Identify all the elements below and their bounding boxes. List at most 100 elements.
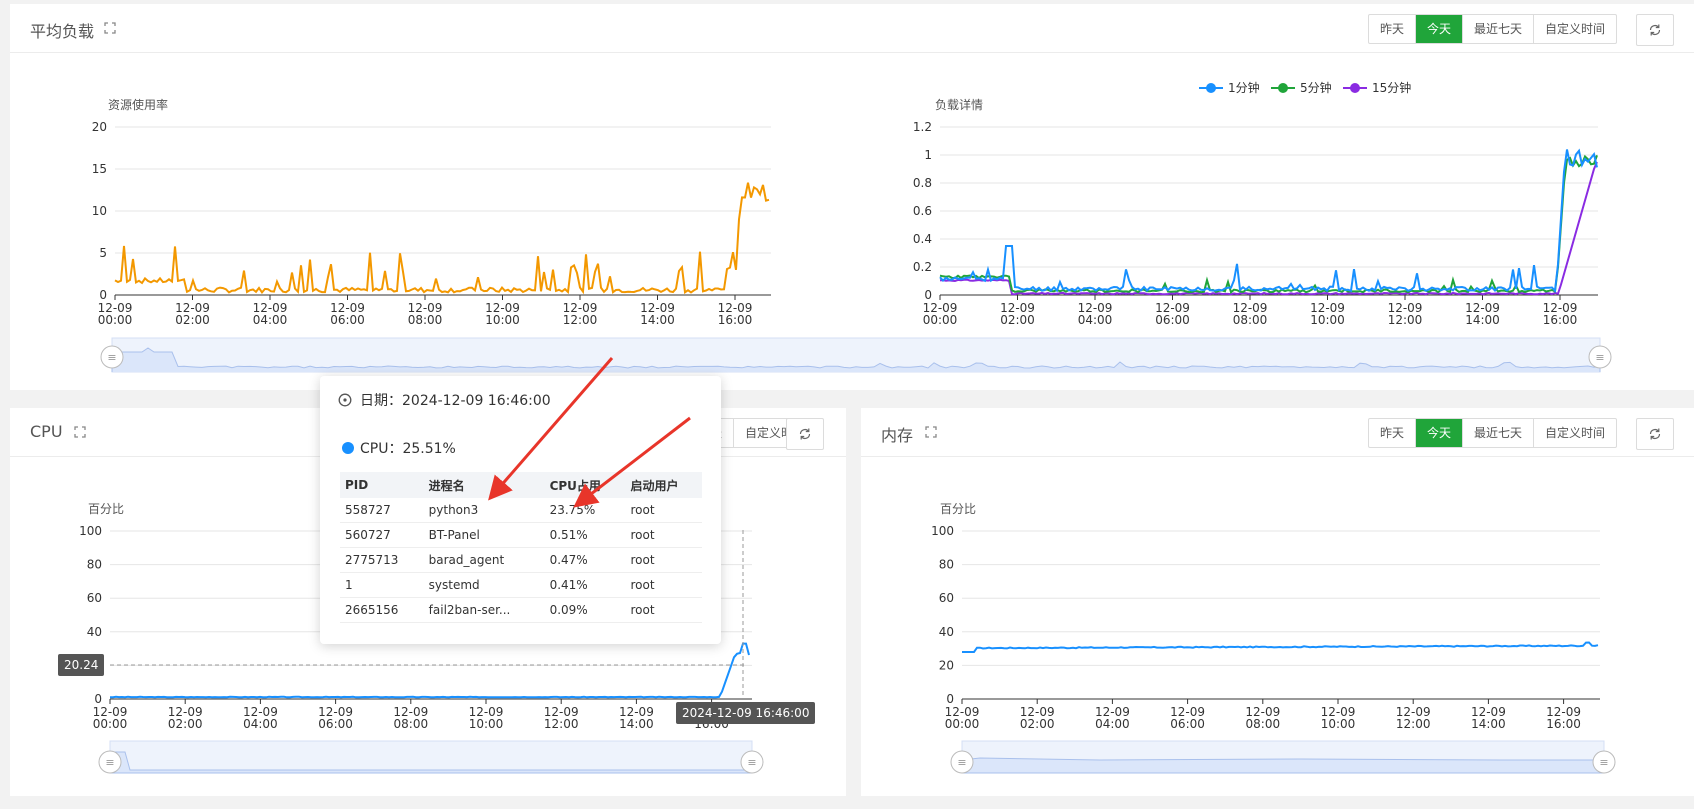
load-left-xtick-date: 12-09 bbox=[718, 301, 753, 315]
load-panel-title: 平均负载 bbox=[30, 22, 95, 41]
load-left-ytick: 15 bbox=[92, 162, 107, 176]
cell-cpu: 0.41% bbox=[544, 572, 626, 598]
load-left-ytick: 10 bbox=[92, 204, 107, 218]
load-right-ytick: 1 bbox=[924, 148, 932, 162]
btn-today[interactable]: 今天 bbox=[1416, 15, 1464, 43]
process-table: PID 进程名 CPU占用 启动用户 558727 python3 23.75% ro… bbox=[340, 472, 702, 623]
col-cpu-usage: CPU占用 bbox=[544, 472, 626, 498]
load-right-xtick-date: 12-09 bbox=[1310, 301, 1345, 315]
cpu-panel-title: CPU bbox=[30, 422, 63, 441]
load-right-ytick: 0.6 bbox=[913, 204, 932, 218]
load-right-xtick-date: 12-09 bbox=[1000, 301, 1035, 315]
load-left-xtick-date: 12-09 bbox=[408, 301, 443, 315]
btn-today[interactable]: 今天 bbox=[1416, 419, 1464, 447]
btn-yesterday[interactable]: 昨天 bbox=[1369, 15, 1417, 43]
load-right-ytick: 0.4 bbox=[913, 232, 932, 246]
refresh-button[interactable] bbox=[1636, 14, 1674, 46]
legend-5min[interactable]: 5分钟 bbox=[1271, 80, 1332, 95]
cell-name: python3 bbox=[423, 498, 545, 523]
cell-name: systemd bbox=[423, 572, 545, 598]
x-axis-pointer-label: 2024-12-09 16:46:00 bbox=[676, 702, 816, 724]
load-left-xtick-date: 12-09 bbox=[485, 301, 520, 315]
load-left-xtick-date: 12-09 bbox=[98, 301, 133, 315]
load-right-ylabel: 负载详情 bbox=[935, 97, 983, 112]
cell-pid: 2775713 bbox=[340, 547, 424, 573]
expand-icon[interactable] bbox=[104, 22, 116, 34]
svg-text:≡: ≡ bbox=[1595, 351, 1604, 364]
load-left-ylabel: 资源使用率 bbox=[108, 97, 168, 112]
load-left-ytick: 20 bbox=[92, 120, 107, 134]
cell-user: root bbox=[625, 597, 702, 623]
load-right-xtick-date: 12-09 bbox=[1155, 301, 1190, 315]
load-left-xtick-date: 12-09 bbox=[175, 301, 210, 315]
load-right-xtick-date: 12-09 bbox=[1388, 301, 1423, 315]
load-left-xtick-time: 00:00 bbox=[98, 313, 133, 327]
load-zoom-slider[interactable]: ≡ ≡ bbox=[100, 337, 1612, 373]
btn-custom-time[interactable]: 自定义时间 bbox=[1545, 426, 1606, 440]
col-process-name: 进程名 bbox=[423, 472, 545, 498]
cpu-tooltip: 日期：2024-12-09 16:46:00 CPU：25.51% PID 进程… bbox=[320, 376, 721, 644]
col-user: 启动用户 bbox=[625, 472, 702, 498]
cpu-dot-icon bbox=[342, 442, 354, 454]
tooltip-cpu-value: CPU：25.51% bbox=[360, 441, 456, 457]
btn-custom-time[interactable]: 自定义时间 bbox=[1545, 22, 1606, 36]
expand-icon[interactable] bbox=[925, 426, 937, 438]
zoom-handle-left[interactable]: ≡ bbox=[100, 345, 124, 369]
table-header-row: PID 进程名 CPU占用 启动用户 bbox=[340, 472, 702, 498]
load-left-xtick-time: 02:00 bbox=[175, 313, 210, 327]
load-right-xtick-date: 12-09 bbox=[1465, 301, 1500, 315]
memory-panel-header: 内存 昨天 今天 最近七天 自定义时间 bbox=[861, 408, 1694, 457]
legend-15min-label: 15分钟 bbox=[1372, 80, 1411, 95]
refresh-button[interactable] bbox=[786, 418, 824, 450]
load-panel-header: 平均负载 昨天 今天 最近七天 自定义时间 bbox=[10, 4, 1694, 53]
legend-1min-label: 1分钟 bbox=[1228, 80, 1260, 95]
zoom-handle-right[interactable]: ≡ bbox=[1588, 345, 1612, 369]
cell-user: root bbox=[625, 522, 702, 548]
cell-pid: 558727 bbox=[340, 498, 424, 523]
load-right-ytick: 0.8 bbox=[913, 176, 932, 190]
load-right-xtick-date: 12-09 bbox=[1078, 301, 1113, 315]
load-right-xtick-time: 12:00 bbox=[1388, 313, 1423, 327]
table-row: 2665156 fail2ban-ser... 0.09% root bbox=[340, 597, 702, 623]
load-panel: 平均负载 昨天 今天 最近七天 自定义时间 bbox=[10, 4, 1694, 390]
load-left-ytick: 5 bbox=[99, 246, 107, 260]
cell-user: root bbox=[625, 547, 702, 573]
memory-panel: 内存 昨天 今天 最近七天 自定义时间 bbox=[861, 408, 1694, 796]
load-right-xtick-date: 12-09 bbox=[1543, 301, 1578, 315]
load-left-xtick-time: 10:00 bbox=[485, 313, 520, 327]
load-right-xtick-time: 04:00 bbox=[1078, 313, 1113, 327]
load-right-xtick-time: 10:00 bbox=[1310, 313, 1345, 327]
load-orange-series bbox=[114, 182, 770, 295]
btn-last-seven-days[interactable]: 最近七天 bbox=[1463, 15, 1535, 43]
refresh-icon bbox=[1649, 24, 1661, 36]
load-right-ytick: 0.2 bbox=[913, 260, 932, 274]
load-left-xtick-time: 06:00 bbox=[330, 313, 365, 327]
legend-15min[interactable]: 15分钟 bbox=[1343, 80, 1411, 95]
load-left-xtick-time: 08:00 bbox=[408, 313, 443, 327]
btn-yesterday[interactable]: 昨天 bbox=[1369, 419, 1417, 447]
cell-user: root bbox=[625, 498, 702, 523]
series-15min bbox=[939, 161, 1598, 296]
y-axis-pointer-label: 20.24 bbox=[58, 654, 105, 676]
memory-panel-title: 内存 bbox=[881, 426, 914, 445]
legend-1min[interactable]: 1分钟 bbox=[1199, 80, 1260, 95]
col-pid: PID bbox=[340, 472, 424, 498]
table-row: 558727 python3 23.75% root bbox=[340, 498, 702, 523]
load-right-xtick-time: 14:00 bbox=[1465, 313, 1500, 327]
load-right-ytick: 1.2 bbox=[913, 120, 932, 134]
load-left-xtick-date: 12-09 bbox=[253, 301, 288, 315]
load-right-xtick-date: 12-09 bbox=[1233, 301, 1268, 315]
cell-name: BT-Panel bbox=[423, 522, 545, 548]
load-left-xtick-date: 12-09 bbox=[330, 301, 365, 315]
refresh-button[interactable] bbox=[1636, 418, 1674, 450]
series-5min bbox=[939, 154, 1598, 294]
btn-last-seven-days[interactable]: 最近七天 bbox=[1463, 419, 1535, 447]
expand-icon[interactable] bbox=[74, 426, 86, 438]
tooltip-date: 日期：2024-12-09 16:46:00 bbox=[338, 390, 551, 410]
load-left-xtick-date: 12-09 bbox=[563, 301, 598, 315]
load-right-xtick-time: 02:00 bbox=[1000, 313, 1035, 327]
series-1min bbox=[939, 148, 1598, 293]
load-left-ytick: 0 bbox=[99, 288, 107, 302]
load-right-xtick-time: 00:00 bbox=[923, 313, 958, 327]
